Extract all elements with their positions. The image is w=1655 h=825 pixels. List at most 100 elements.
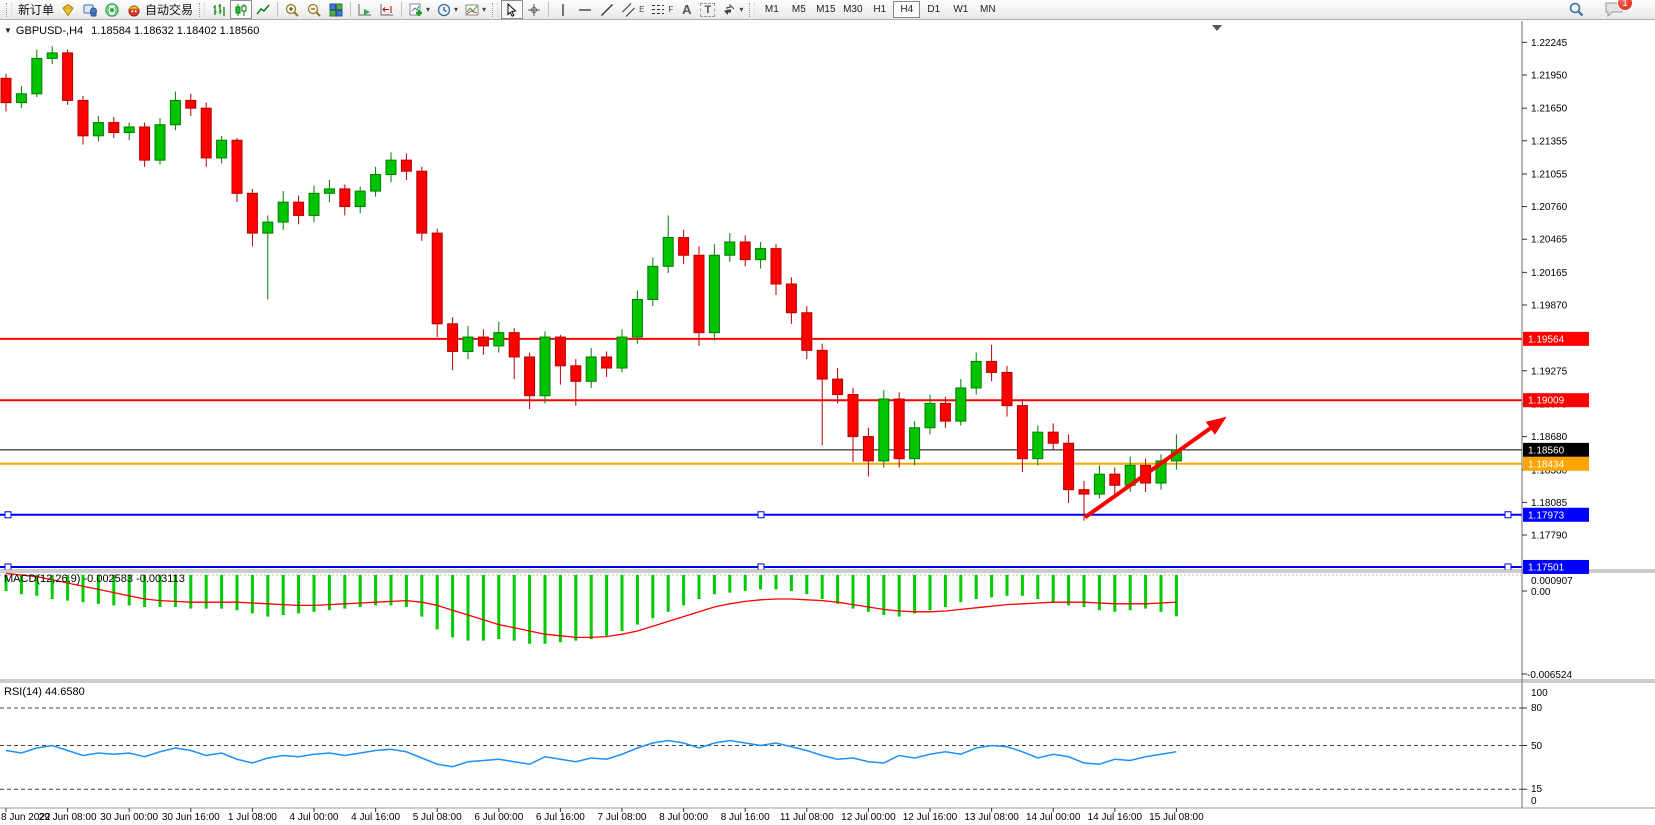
dropdown-caret-icon: ▾ — [739, 4, 744, 14]
vertical-line-tool-button[interactable] — [552, 0, 574, 19]
candle-body — [354, 190, 366, 208]
svg-text:100: 100 — [1531, 688, 1548, 699]
new-chart-button[interactable]: ▾ — [405, 0, 433, 19]
svg-text:1.17790: 1.17790 — [1531, 531, 1568, 542]
candle-body — [1047, 431, 1059, 444]
market-watch-button[interactable] — [79, 0, 101, 19]
line-selection-handle[interactable] — [757, 511, 765, 519]
candle-body — [785, 283, 797, 314]
candle-body — [986, 360, 998, 373]
crosshair-icon — [528, 3, 541, 16]
candle-body — [878, 398, 890, 462]
candle-body — [862, 436, 874, 462]
toolbar-grip[interactable] — [6, 2, 12, 17]
candle-body — [1078, 489, 1090, 495]
timeframe-button-w1[interactable]: W1 — [953, 4, 969, 15]
candle-body — [62, 52, 74, 101]
svg-text:4 Jul 00:00: 4 Jul 00:00 — [290, 812, 339, 823]
candle-body — [308, 192, 320, 216]
channel-tool-button[interactable]: E — [618, 0, 647, 19]
svg-text:30 Jun 16:00: 30 Jun 16:00 — [162, 812, 220, 823]
timeframe-button-m30[interactable]: M30 — [843, 4, 863, 15]
toolbar-grip[interactable] — [749, 2, 756, 17]
candle-body — [231, 139, 243, 194]
svg-text:1.21055: 1.21055 — [1531, 169, 1568, 180]
candle-body — [154, 124, 166, 161]
line-selection-handle[interactable] — [4, 563, 12, 571]
candle-body — [1032, 431, 1044, 460]
timeframe-button-d1[interactable]: D1 — [927, 4, 941, 15]
timeframe-button-mn[interactable]: MN — [980, 4, 996, 15]
candle-body — [385, 159, 397, 176]
candle-body — [0, 77, 12, 104]
macd-signal-line — [5, 572, 1177, 639]
search-button[interactable] — [1565, 0, 1588, 19]
rsi-value: 44.6580 — [44, 686, 85, 698]
candle-body — [585, 356, 597, 382]
candle-body — [539, 336, 551, 397]
timeframe-button-m1[interactable]: M1 — [764, 4, 779, 15]
svg-text:15 Jul 08:00: 15 Jul 08:00 — [1149, 812, 1204, 823]
svg-text:0: 0 — [1531, 796, 1537, 807]
tile-windows-button[interactable] — [325, 0, 347, 19]
candle-body — [1109, 473, 1121, 486]
trendline-tool-button[interactable] — [596, 0, 618, 19]
svg-text:80: 80 — [1531, 703, 1543, 714]
svg-text:1.18560: 1.18560 — [1528, 445, 1565, 456]
new-order-button[interactable]: 新订单 — [15, 0, 57, 19]
timeframe-button-h1[interactable]: H1 — [873, 4, 887, 15]
indicators-button[interactable]: ▾ — [461, 0, 489, 19]
svg-text:8 Jun 2022: 8 Jun 2022 — [1, 812, 51, 823]
trend-arrow-annotation[interactable] — [1083, 416, 1227, 519]
candle-body — [400, 159, 412, 172]
candle-body — [970, 360, 982, 389]
signals-button[interactable] — [101, 0, 123, 19]
chart-shift-marker-icon[interactable] — [1212, 25, 1222, 31]
timeframes-menu-button[interactable]: ▾ — [433, 0, 461, 19]
dropdown-caret-icon: ▾ — [454, 4, 459, 14]
bar-chart-mode-button[interactable] — [208, 0, 230, 19]
candle-body — [462, 336, 474, 352]
chart-shift-icon — [380, 3, 394, 15]
candlestick-mode-button[interactable] — [230, 0, 253, 19]
timeframe-button-m15[interactable]: M15 — [816, 4, 836, 15]
crosshair-tool-button[interactable] — [523, 0, 545, 19]
line-selection-handle[interactable] — [1504, 511, 1512, 519]
arrows-tool-button[interactable]: ▾ — [718, 0, 746, 19]
candle-body — [447, 323, 459, 352]
text-label-tool-button[interactable]: T — [697, 0, 718, 19]
timeframe-button-h4[interactable]: H4 — [893, 1, 921, 18]
chart-window-button[interactable] — [57, 0, 79, 19]
line-chart-mode-button[interactable] — [252, 0, 274, 19]
cursor-tool-button[interactable] — [501, 0, 524, 19]
text-tool-button[interactable]: A — [676, 0, 697, 19]
symbol-dropdown-icon[interactable]: ▼ — [4, 26, 12, 35]
notifications-button[interactable]: 1 — [1604, 0, 1633, 18]
svg-text:15: 15 — [1531, 784, 1543, 795]
line-selection-handle[interactable] — [4, 511, 12, 519]
candle-body — [493, 332, 505, 347]
line-selection-handle[interactable] — [1504, 563, 1512, 571]
zoom-in-button[interactable] — [281, 0, 303, 19]
candle-body — [108, 122, 120, 133]
svg-text:14 Jul 00:00: 14 Jul 00:00 — [1026, 812, 1081, 823]
auto-scroll-button[interactable] — [354, 0, 376, 19]
candle-body — [554, 336, 566, 367]
toolbar-grip[interactable] — [199, 2, 206, 17]
zoom-out-button[interactable] — [303, 0, 325, 19]
svg-text:50: 50 — [1531, 741, 1543, 752]
fibonacci-tool-button[interactable]: F — [647, 0, 676, 19]
rsi-line — [5, 739, 1177, 768]
toolbar-grip[interactable] — [492, 2, 499, 17]
clock-icon — [437, 3, 451, 16]
candle-body — [200, 107, 212, 159]
autotrading-button[interactable]: 自动交易 — [123, 0, 196, 19]
candle-body — [370, 174, 382, 192]
chart-shift-button[interactable] — [376, 0, 398, 19]
zoom-in-icon — [285, 3, 299, 17]
timeframe-button-m5[interactable]: M5 — [791, 4, 806, 15]
horizontal-line-tool-button[interactable] — [574, 0, 596, 19]
price-chart-canvas[interactable]: 1.22245 1.21950 1.21650 1.21355 1.21055 1.207… — [0, 21, 1655, 825]
line-selection-handle[interactable] — [757, 563, 765, 571]
